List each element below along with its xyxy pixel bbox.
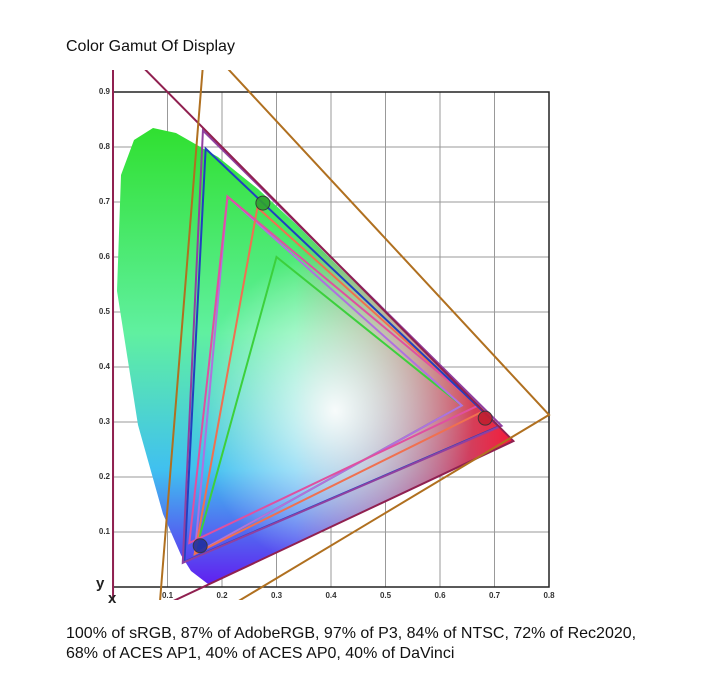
y-tick-label: 0.7 bbox=[99, 197, 111, 206]
y-tick-label: 0.6 bbox=[99, 252, 111, 261]
x-tick-label: 0.3 bbox=[271, 591, 283, 600]
y-tick-label: 0.5 bbox=[99, 307, 111, 316]
spectral-locus bbox=[117, 128, 514, 584]
y-tick-label: 0.8 bbox=[99, 142, 111, 151]
gamut-triangle bbox=[188, 194, 480, 545]
y-tick-label: 0.3 bbox=[99, 417, 111, 426]
gamut-triangle bbox=[193, 194, 464, 556]
x-tick-label: 0.2 bbox=[216, 591, 228, 600]
x-tick-label: 0.5 bbox=[380, 591, 392, 600]
gamut-triangles bbox=[112, 70, 551, 600]
gamut-point bbox=[255, 195, 271, 211]
gamut-triangle bbox=[112, 70, 516, 600]
locus-white bbox=[117, 128, 514, 584]
gamut-triangle bbox=[193, 205, 486, 556]
y-tick-label: 0.9 bbox=[99, 87, 111, 96]
x-axis-label: x bbox=[108, 590, 117, 607]
chart: y x 0.1 0.2 0.3 0.4 0.5 0.6 0.7 0.8 0.1 0.2 0.3 0.4… bbox=[96, 70, 555, 607]
gamut-points bbox=[192, 195, 493, 554]
y-tick-label: 0.1 bbox=[99, 527, 111, 536]
gamut-point bbox=[477, 410, 493, 426]
gamut-triangle bbox=[159, 70, 551, 600]
chart-title: Color Gamut Of Display bbox=[66, 38, 235, 55]
y-tick-label: 0.4 bbox=[99, 362, 111, 371]
x-tick-label: 0.6 bbox=[434, 591, 446, 600]
x-tick-label: 0.4 bbox=[325, 591, 337, 600]
y-axis-label: y bbox=[96, 575, 105, 592]
gamut-point bbox=[192, 538, 208, 554]
y-tick-label: 0.2 bbox=[99, 472, 111, 481]
x-tick-label: 0.7 bbox=[489, 591, 501, 600]
caption: 100% of sRGB, 87% of AdobeRGB, 97% of P3… bbox=[66, 625, 637, 662]
x-tick-label: 0.1 bbox=[162, 591, 174, 600]
x-tick-label: 0.8 bbox=[543, 591, 555, 600]
